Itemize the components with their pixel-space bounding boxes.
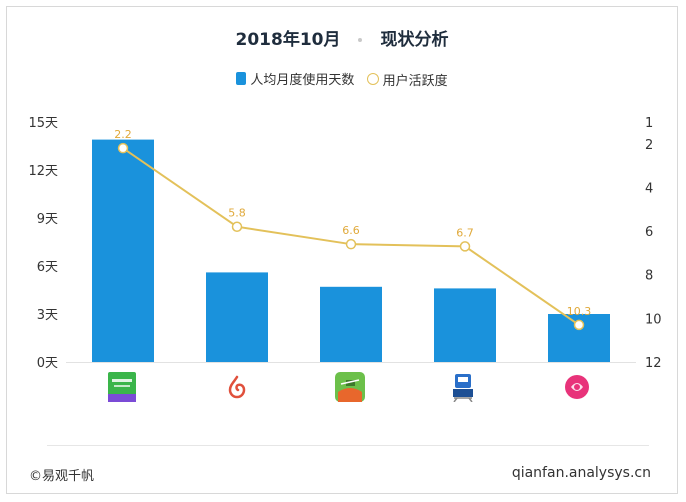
legend-item-line[interactable]: 用户活跃度 <box>366 70 448 89</box>
line-points-group <box>117 142 585 331</box>
line-point[interactable] <box>231 221 243 232</box>
right-tick-label: 8 <box>645 269 653 284</box>
left-tick-label: 9天 <box>37 212 58 227</box>
right-tick-label: 12 <box>645 356 662 371</box>
line-data-label: 6.6 <box>342 224 360 237</box>
left-tick-label: 0天 <box>37 356 58 371</box>
legend-item-bar[interactable]: 人均月度使用天数 <box>236 69 354 88</box>
line-point[interactable] <box>573 319 585 331</box>
left-tick-label: 15天 <box>28 116 58 131</box>
right-tick-label: 10 <box>645 312 662 327</box>
right-tick-label: 4 <box>645 181 653 196</box>
footer-site: qianfan.analysys.cn <box>511 465 651 481</box>
footer-divider <box>47 445 649 446</box>
left-tick-label: 6天 <box>37 260 58 275</box>
train-app-icon <box>450 372 476 403</box>
line-data-label: 5.8 <box>228 207 246 220</box>
title-separator-dot <box>358 38 363 42</box>
left-axis: 0天 3天 6天 9天 12天 15天 <box>28 116 58 371</box>
line-data-label: 6.7 <box>456 226 474 239</box>
line-point[interactable] <box>459 241 471 252</box>
line-labels-group: 2.2 5.8 6.6 6.7 10.3 <box>114 128 591 318</box>
right-tick-label: 2 <box>645 138 653 153</box>
line-data-label: 10.3 <box>567 305 592 318</box>
chart-title: 2018年10月 现状分析 <box>7 25 677 50</box>
legend-bar-label: 人均月度使用天数 <box>250 73 355 88</box>
right-tick-label: 6 <box>645 225 653 240</box>
bar[interactable] <box>434 288 496 362</box>
green-app-icon <box>108 372 136 402</box>
line-point[interactable] <box>117 142 129 154</box>
legend: 人均月度使用天数 用户活跃度 <box>7 69 677 89</box>
bar[interactable] <box>320 286 382 362</box>
pink-app-icon <box>564 374 590 400</box>
red-swirl-app-icon <box>224 374 250 400</box>
green-game-app-icon <box>335 372 365 402</box>
title-date: 2018年10月 <box>235 30 341 50</box>
line-point[interactable] <box>345 238 357 250</box>
legend-line-label: 用户活跃度 <box>382 73 448 89</box>
line-data-label: 2.2 <box>114 128 132 141</box>
right-tick-label: 1 <box>645 116 653 131</box>
left-tick-label: 12天 <box>28 164 58 179</box>
bar[interactable] <box>92 139 154 362</box>
legend-line-swatch <box>366 73 379 85</box>
bar[interactable] <box>206 272 268 362</box>
bars-group <box>92 139 610 362</box>
legend-bar-swatch <box>236 72 247 85</box>
footer-source: ©易观千帆 <box>29 469 95 484</box>
title-main: 现状分析 <box>380 30 449 50</box>
left-tick-label: 3天 <box>37 308 58 323</box>
